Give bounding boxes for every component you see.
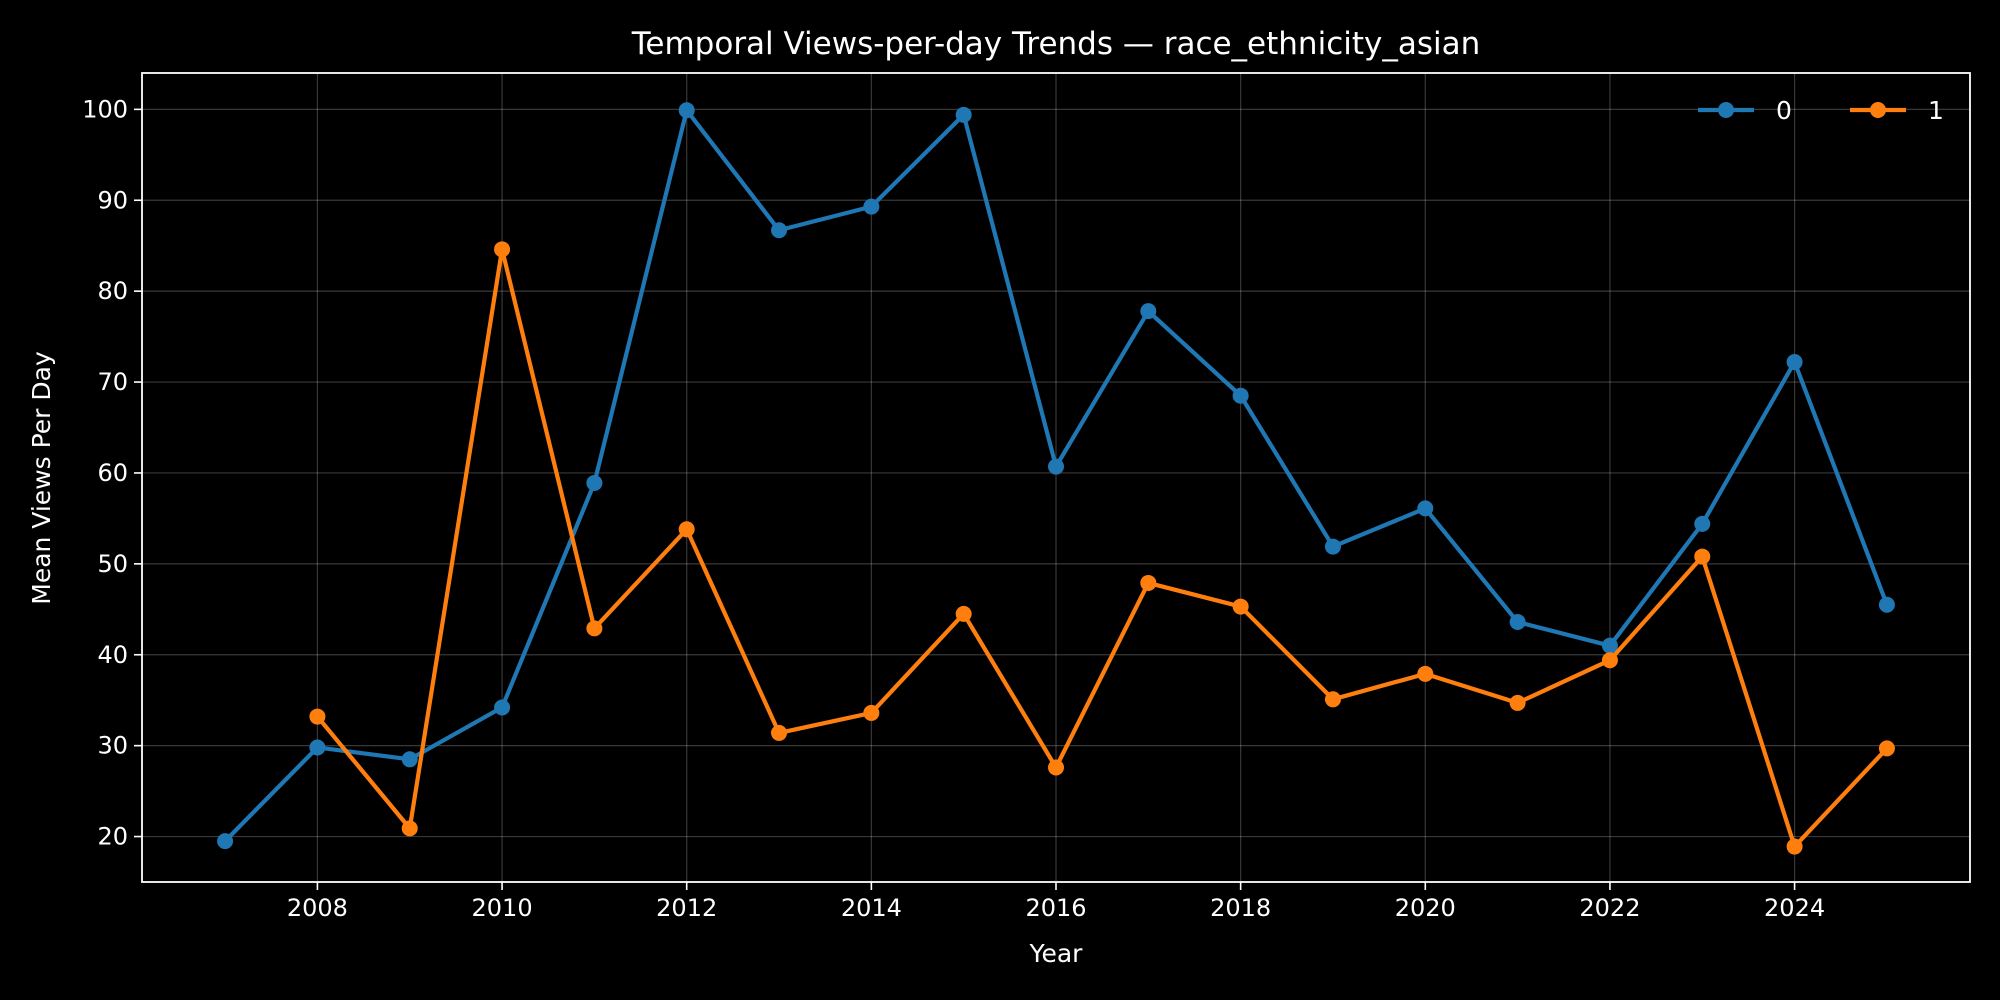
data-point-0-2014 — [863, 198, 880, 215]
y-axis-label: Mean Views Per Day — [27, 351, 56, 605]
data-point-1-2010 — [494, 241, 511, 258]
data-point-0-2024 — [1786, 354, 1803, 371]
data-point-1-2024 — [1786, 838, 1803, 855]
data-point-1-2019 — [1324, 691, 1341, 708]
data-point-0-2010 — [494, 699, 511, 716]
y-tick-label: 20 — [97, 823, 128, 851]
data-point-1-2025 — [1878, 740, 1895, 757]
data-point-0-2018 — [1232, 387, 1249, 404]
legend-marker-1 — [1870, 102, 1886, 118]
data-point-1-2011 — [586, 620, 603, 637]
data-point-1-2021 — [1509, 694, 1526, 711]
series-0 — [217, 102, 1895, 850]
chart-title: Temporal Views-per-day Trends — race_eth… — [631, 26, 1481, 62]
x-tick-label: 2014 — [841, 894, 902, 922]
x-tick-label: 2012 — [656, 894, 717, 922]
data-point-0-2025 — [1878, 596, 1895, 613]
data-point-0-2007 — [217, 833, 234, 850]
data-point-1-2016 — [1048, 759, 1064, 776]
legend-item-0: 0 — [1698, 96, 1792, 125]
plot-frame — [141, 72, 1971, 883]
data-point-0-2011 — [586, 474, 603, 491]
y-tick-label: 90 — [97, 186, 128, 214]
data-point-1-2023 — [1694, 548, 1711, 565]
x-axis-label: Year — [1029, 939, 1084, 968]
data-point-1-2017 — [1140, 574, 1157, 591]
data-point-0-2019 — [1324, 538, 1341, 555]
legend-label-1: 1 — [1928, 96, 1944, 125]
y-tick-label: 30 — [97, 732, 128, 760]
axis-ticks: 2008 2010 2012 2014 2016 2018 2020 2022 2024 20 30… — [82, 95, 1825, 922]
y-tick-label: 70 — [97, 368, 128, 396]
x-tick-label: 2022 — [1579, 894, 1640, 922]
y-tick-label: 80 — [97, 277, 128, 305]
legend-marker-0 — [1718, 102, 1734, 118]
x-tick-label: 2008 — [287, 894, 348, 922]
data-point-0-2022 — [1601, 637, 1618, 654]
data-point-0-2023 — [1694, 515, 1711, 532]
data-point-1-2008 — [309, 708, 326, 725]
x-tick-label: 2018 — [1210, 894, 1271, 922]
data-point-0-2020 — [1417, 500, 1434, 517]
y-tick-label: 100 — [82, 95, 128, 123]
data-point-1-2012 — [678, 521, 695, 538]
x-tick-label: 2020 — [1395, 894, 1456, 922]
data-point-0-2017 — [1140, 303, 1157, 320]
data-point-0-2015 — [955, 106, 972, 123]
x-tick-label: 2016 — [1025, 894, 1086, 922]
data-point-1-2018 — [1232, 598, 1249, 615]
data-point-1-2015 — [955, 605, 972, 622]
data-point-1-2022 — [1601, 652, 1618, 669]
series-1 — [309, 241, 1895, 855]
data-point-1-2013 — [771, 724, 788, 741]
data-point-0-2021 — [1509, 614, 1526, 631]
data-point-1-2014 — [863, 704, 880, 721]
x-tick-label: 2024 — [1764, 894, 1825, 922]
data-point-0-2009 — [401, 751, 418, 768]
data-point-1-2009 — [401, 820, 418, 837]
series-layer — [217, 102, 1895, 855]
series-line-1 — [315, 247, 1890, 849]
y-tick-label: 60 — [97, 459, 128, 487]
data-point-0-2013 — [771, 222, 788, 239]
data-point-1-2020 — [1417, 665, 1434, 682]
y-tick-label: 40 — [97, 641, 128, 669]
legend-item-1: 1 — [1850, 96, 1944, 125]
data-point-0-2012 — [678, 102, 695, 119]
x-tick-label: 2010 — [472, 894, 533, 922]
data-point-0-2016 — [1048, 458, 1064, 475]
data-point-0-2008 — [309, 739, 326, 756]
legend-label-0: 0 — [1776, 96, 1792, 125]
y-tick-label: 50 — [97, 550, 128, 578]
